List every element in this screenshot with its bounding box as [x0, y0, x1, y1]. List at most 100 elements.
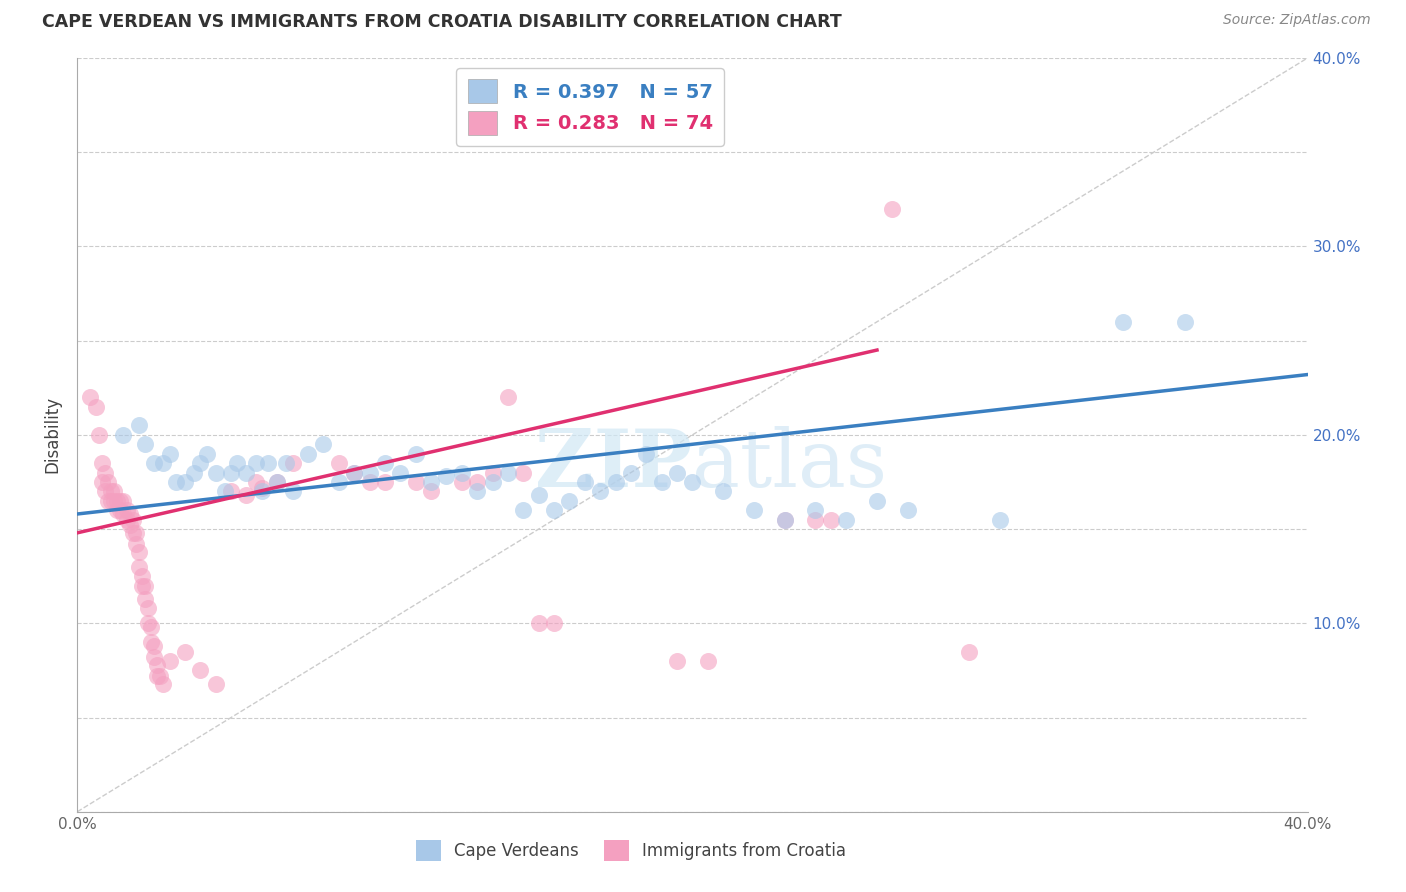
Point — [882, 202, 904, 216]
Point — [276, 456, 298, 470]
Point — [405, 475, 427, 489]
Point — [188, 664, 212, 678]
Point — [110, 493, 132, 508]
Point — [574, 475, 596, 489]
Point — [420, 484, 443, 499]
Point — [897, 503, 920, 517]
Text: CAPE VERDEAN VS IMMIGRANTS FROM CROATIA DISABILITY CORRELATION CHART: CAPE VERDEAN VS IMMIGRANTS FROM CROATIA … — [42, 13, 842, 31]
Point — [512, 503, 534, 517]
Point — [266, 475, 288, 489]
Point — [666, 466, 689, 480]
Legend: Cape Verdeans, Immigrants from Croatia: Cape Verdeans, Immigrants from Croatia — [409, 834, 853, 867]
Point — [742, 503, 765, 517]
Point — [219, 466, 242, 480]
Point — [481, 475, 503, 489]
Point — [97, 475, 120, 489]
Point — [204, 466, 226, 480]
Point — [136, 601, 159, 615]
Point — [820, 513, 842, 527]
Point — [436, 469, 458, 483]
Point — [159, 654, 181, 668]
Point — [152, 456, 174, 470]
Point — [146, 657, 169, 672]
Point — [281, 484, 304, 499]
Point — [605, 475, 627, 489]
Point — [527, 616, 550, 631]
Point — [105, 503, 128, 517]
Point — [134, 591, 156, 606]
Point — [143, 650, 166, 665]
Point — [773, 513, 796, 527]
Point — [512, 466, 534, 480]
Point — [281, 456, 304, 470]
Point — [159, 447, 181, 461]
Point — [835, 513, 858, 527]
Point — [328, 456, 350, 470]
Y-axis label: Disability: Disability — [44, 396, 62, 474]
Point — [87, 428, 110, 442]
Point — [558, 493, 581, 508]
Point — [134, 437, 156, 451]
Point — [152, 676, 174, 690]
Point — [118, 507, 141, 521]
Point — [128, 544, 150, 558]
Point — [110, 503, 132, 517]
Point — [543, 616, 565, 631]
Point — [141, 620, 163, 634]
Point — [112, 428, 135, 442]
Text: ZIP: ZIP — [536, 426, 693, 504]
Point — [773, 513, 796, 527]
Point — [374, 456, 396, 470]
Point — [103, 493, 125, 508]
Point — [141, 635, 163, 649]
Point — [112, 493, 135, 508]
Point — [174, 644, 197, 658]
Point — [359, 466, 381, 480]
Point — [134, 579, 156, 593]
Point — [131, 579, 153, 593]
Text: Source: ZipAtlas.com: Source: ZipAtlas.com — [1223, 13, 1371, 28]
Point — [389, 466, 412, 480]
Point — [957, 644, 980, 658]
Point — [589, 484, 612, 499]
Point — [245, 456, 267, 470]
Point — [214, 484, 236, 499]
Point — [121, 513, 143, 527]
Point — [84, 400, 107, 414]
Point — [420, 475, 443, 489]
Point — [165, 475, 187, 489]
Point — [136, 616, 159, 631]
Point — [297, 447, 319, 461]
Point — [496, 390, 519, 404]
Point — [94, 484, 117, 499]
Point — [312, 437, 335, 451]
Point — [359, 475, 381, 489]
Point — [866, 493, 889, 508]
Point — [343, 466, 366, 480]
Point — [543, 503, 565, 517]
Point — [527, 488, 550, 502]
Point — [450, 466, 472, 480]
Point — [79, 390, 101, 404]
Point — [1112, 315, 1135, 329]
Point — [328, 475, 350, 489]
Point — [174, 475, 197, 489]
Point — [235, 466, 257, 480]
Point — [988, 513, 1011, 527]
Point — [100, 484, 122, 499]
Point — [250, 481, 273, 495]
Point — [125, 537, 148, 551]
Point — [115, 503, 138, 517]
Point — [128, 559, 150, 574]
Point — [651, 475, 673, 489]
Point — [188, 456, 212, 470]
Point — [183, 466, 205, 480]
Point — [146, 669, 169, 683]
Point — [90, 456, 114, 470]
Point — [1174, 315, 1197, 329]
Point — [143, 639, 166, 653]
Point — [696, 654, 718, 668]
Point — [115, 513, 138, 527]
Point — [666, 654, 689, 668]
Point — [405, 447, 427, 461]
